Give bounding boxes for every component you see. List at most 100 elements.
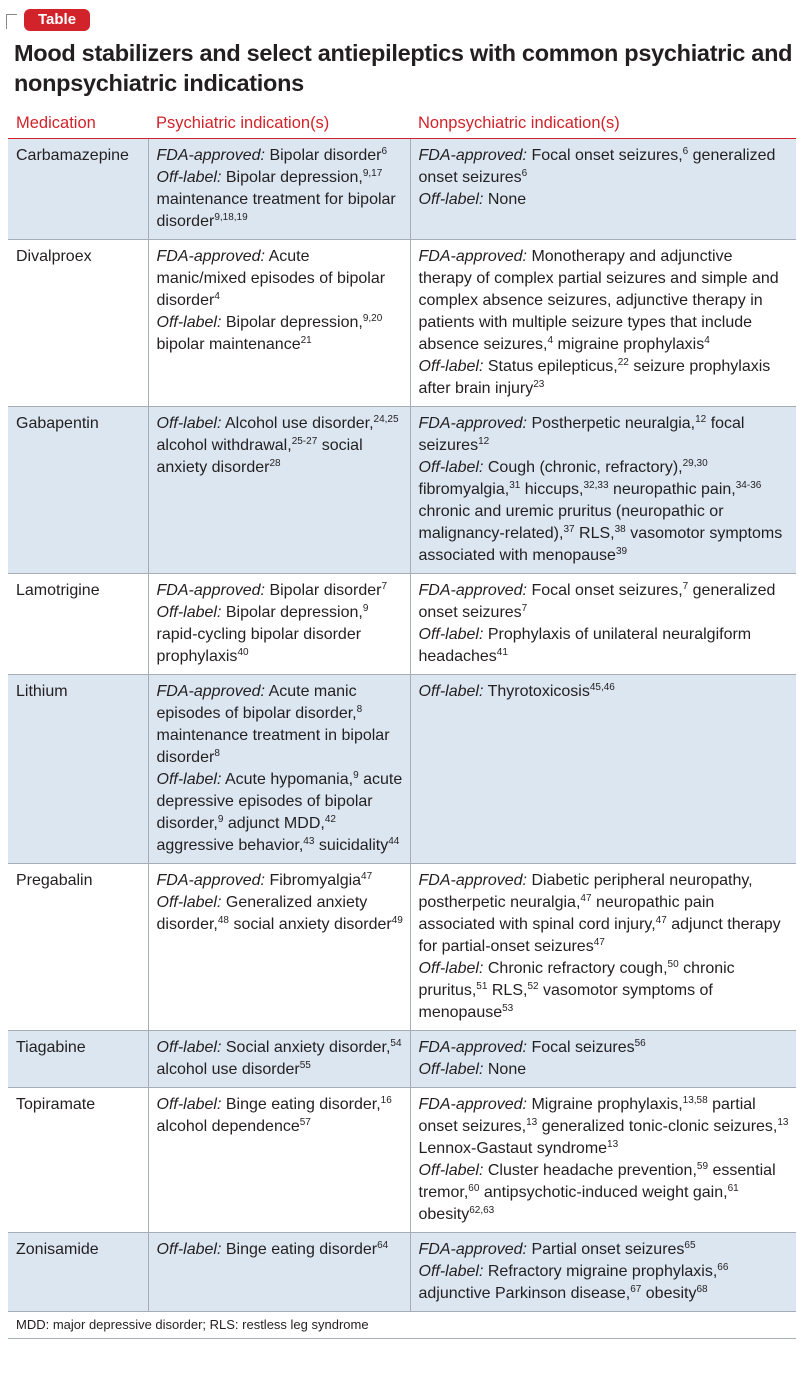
reference: 45,46 — [589, 682, 615, 693]
header-row: Medication Psychiatric indication(s) Non… — [8, 108, 796, 139]
medication-name: Carbamazepine — [8, 138, 148, 240]
reference: 9,17 — [362, 168, 383, 179]
indication-text: alcohol dependence — [156, 1118, 300, 1135]
table-tag: Table — [24, 9, 91, 31]
indication-text: Lennox-Gastaut syndrome — [418, 1140, 608, 1157]
reference: 48 — [217, 915, 229, 926]
indication-text: Bipolar depression, — [225, 314, 363, 331]
medication-name: Divalproex — [8, 239, 148, 407]
reference: 62,63 — [469, 1205, 495, 1216]
indication-paragraph: Off-label: Status epilepticus,22 seizure… — [419, 356, 791, 400]
reference: 56 — [634, 1038, 646, 1049]
reference: 65 — [684, 1240, 696, 1251]
reference: 38 — [614, 524, 626, 535]
indication-label: Off-label: — [156, 314, 222, 331]
indication-label: FDA-approved: — [418, 147, 528, 164]
medication-name: Pregabalin — [8, 863, 148, 1031]
indication-label: Off-label: — [418, 683, 484, 700]
indication-cell: FDA-approved: Bipolar disorder7 Off-label… — [147, 573, 410, 675]
indication-paragraph: FDA-approved: Partial onset seizures65 — [419, 1239, 791, 1261]
indication-label: Off-label: — [156, 1096, 222, 1113]
indication-label: Off-label: — [418, 1263, 484, 1280]
indication-text: bipolar maintenance — [156, 336, 301, 353]
indication-text: antipsychotic-induced weight gain, — [483, 1184, 728, 1201]
indication-label: Off-label: — [418, 626, 484, 643]
reference: 49 — [391, 915, 403, 926]
indication-text: Thyrotoxicosis — [487, 683, 590, 700]
indication-text: adjunct MDD, — [227, 815, 325, 832]
indication-label: FDA-approved: — [418, 415, 528, 432]
indication-label: FDA-approved: — [156, 582, 266, 599]
indication-paragraph: Off-label: Binge eating disorder,16 alco… — [157, 1094, 404, 1138]
indication-label: FDA-approved: — [156, 147, 266, 164]
reference: 21 — [300, 335, 312, 346]
indication-label: Off-label: — [156, 894, 222, 911]
indication-label: FDA-approved: — [418, 248, 528, 265]
indication-paragraph: Off-label: Thyrotoxicosis45,46 — [419, 681, 791, 703]
indication-paragraph: FDA-approved: Focal onset seizures,7 gen… — [419, 580, 791, 624]
indication-text: Chronic refractory cough, — [487, 960, 668, 977]
indication-paragraph: FDA-approved: Focal seizures56 — [419, 1037, 791, 1059]
indication-paragraph: FDA-approved: Postherpetic neuralgia,12 … — [419, 413, 791, 457]
indication-text: RLS, — [491, 982, 528, 999]
reference: 8 — [214, 748, 220, 759]
medication-row: Zonisamide Off-label: Binge eating disord… — [8, 1232, 796, 1312]
indication-text: Monotherapy and adjunctive therapy of co… — [418, 248, 779, 353]
indication-text: Bipolar depression, — [225, 169, 363, 186]
indication-text: seizure prophylaxis after brain injury — [418, 358, 771, 397]
reference: 24,25 — [373, 414, 399, 425]
reference: 16 — [380, 1095, 392, 1106]
medication-name: Lamotrigine — [8, 573, 148, 675]
medication-row: Divalproex FDA-approved: Acute manic/mixe… — [8, 239, 796, 407]
reference: 57 — [299, 1117, 311, 1128]
indication-cell: FDA-approved: Acute manic episodes of bi… — [147, 674, 410, 864]
indication-text: partial onset seizures, — [418, 1096, 756, 1135]
indication-label: Off-label: — [418, 191, 484, 208]
indication-cell: FDA-approved: Partial onset seizures65 Of… — [409, 1232, 796, 1312]
reference: 60 — [468, 1183, 480, 1194]
indication-paragraph: Off-label: Cough (chronic, refractory),2… — [419, 457, 791, 567]
indication-paragraph: Off-label: Cluster headache prevention,5… — [419, 1160, 791, 1226]
indication-text: Social anxiety disorder, — [225, 1039, 391, 1056]
indication-text: Bipolar disorder — [269, 147, 382, 164]
indication-paragraph: FDA-approved: Acute manic/mixed episodes… — [157, 246, 404, 312]
reference: 34-36 — [735, 480, 762, 491]
indication-text: Bipolar disorder — [269, 582, 382, 599]
indication-cell: FDA-approved: Focal onset seizures,6 gen… — [409, 138, 796, 240]
indication-label: Off-label: — [156, 604, 222, 621]
indication-paragraph: Off-label: Acute hypomania,9 acute depre… — [157, 769, 404, 857]
reference: 12 — [695, 414, 707, 425]
indication-paragraph: Off-label: Bipolar depression,9,20 bipol… — [157, 312, 404, 356]
indication-paragraph: Off-label: Bipolar depression,9,17 maint… — [157, 167, 404, 233]
indication-label: FDA-approved: — [418, 1096, 528, 1113]
indication-label: Off-label: — [418, 1162, 484, 1179]
medication-row: Carbamazepine FDA-approved: Bipolar disor… — [8, 138, 796, 240]
indication-text: Alcohol use disorder, — [224, 415, 374, 432]
indication-text: acute depressive episodes of bipolar dis… — [156, 771, 403, 832]
indication-text: generalized onset seizures — [418, 582, 776, 621]
indication-cell: Off-label: Social anxiety disorder,54 al… — [147, 1030, 410, 1088]
indication-label: FDA-approved: — [418, 1039, 528, 1056]
indication-label: FDA-approved: — [156, 248, 266, 265]
medication-row: Tiagabine Off-label: Social anxiety disor… — [8, 1030, 796, 1088]
indication-paragraph: Off-label: Bipolar depression,9 rapid-cy… — [157, 602, 404, 668]
indication-paragraph: Off-label: Binge eating disorder64 — [157, 1239, 404, 1261]
indication-cell: FDA-approved: Monotherapy and adjunctive… — [409, 239, 796, 407]
reference: 4 — [547, 335, 554, 346]
reference: 13 — [526, 1117, 538, 1128]
table-body: Carbamazepine FDA-approved: Bipolar disor… — [8, 138, 796, 1339]
indications-table: Medication Psychiatric indication(s) Non… — [8, 108, 796, 1339]
indication-cell: FDA-approved: Focal seizures56 Off-label:… — [409, 1030, 796, 1088]
reference: 47 — [580, 893, 592, 904]
medication-name: Topiramate — [8, 1087, 148, 1233]
indication-cell: Off-label: Alcohol use disorder,24,25 al… — [147, 406, 410, 574]
indication-text: migraine prophylaxis — [557, 336, 705, 353]
indication-text: Acute hypomania, — [224, 771, 354, 788]
reference: 64 — [377, 1240, 389, 1251]
medication-row: Pregabalin FDA-approved: Fibromyalgia47 Of… — [8, 863, 796, 1031]
indication-text: alcohol use disorder — [156, 1061, 300, 1078]
reference: 55 — [299, 1060, 311, 1071]
indication-text: generalized onset seizures — [418, 147, 776, 186]
indication-label: Off-label: — [418, 459, 484, 476]
medication-name: Tiagabine — [8, 1030, 148, 1088]
